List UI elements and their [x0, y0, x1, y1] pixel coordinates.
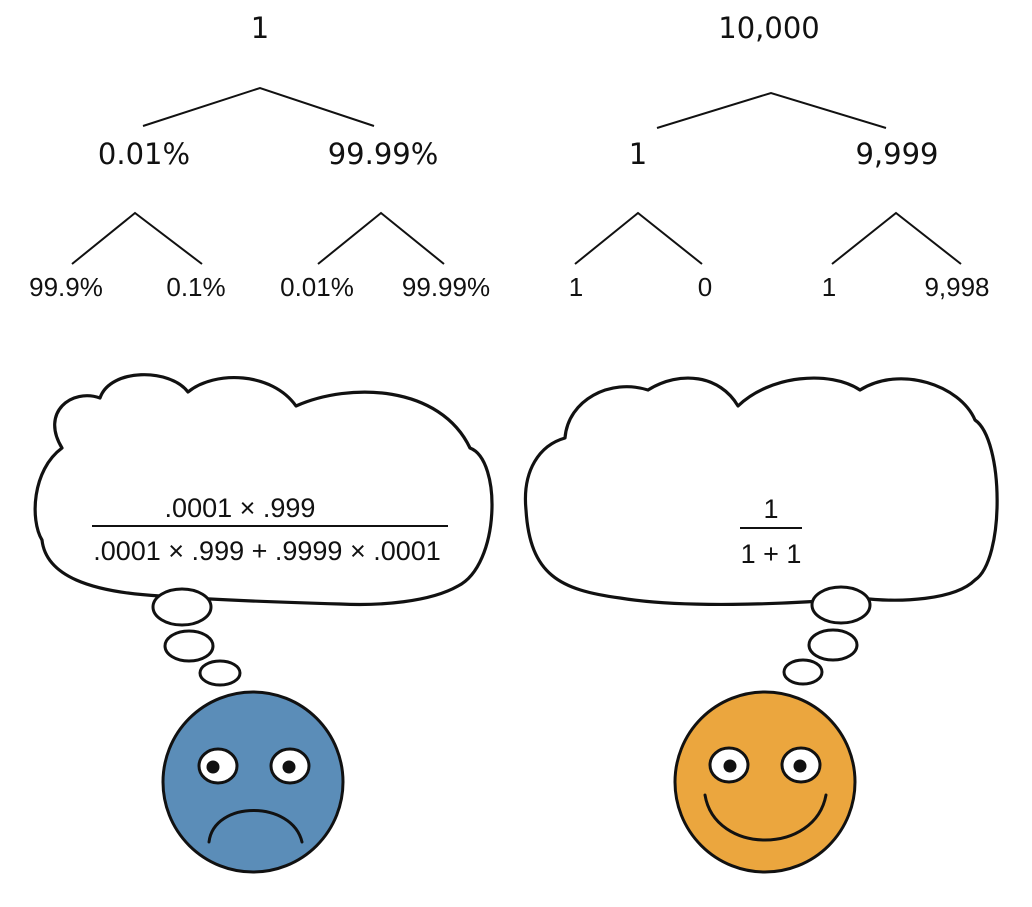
happy-face-left-pupil [723, 759, 737, 773]
right-tree-healthy-branches [831, 211, 962, 265]
right-fraction-numerator: 1 [763, 494, 778, 524]
left-tree-node-diseased: 0.01% [98, 137, 190, 171]
right-thought-cloud: 1 1 + 1 [523, 376, 999, 686]
right-tree-leaf-false-positive: 1 [822, 272, 836, 302]
left-tree-leaf-false-positive: 0.01% [280, 272, 354, 302]
sad-face-left-pupil [206, 760, 220, 774]
sad-face-right-pupil [282, 760, 296, 774]
right-tree-root: 10,000 [718, 11, 819, 45]
left-thought-bubble-small [198, 659, 242, 687]
right-fraction-denominator: 1 + 1 [741, 539, 802, 569]
happy-face-icon [673, 690, 857, 874]
right-tree-node-healthy: 9,999 [855, 137, 938, 171]
happy-face-smile [703, 793, 828, 842]
left-tree-leaf-false-negative: 0.1% [166, 272, 225, 302]
right-tree-leaf-true-negative: 9,998 [924, 272, 989, 302]
left-probability-tree: 1 0.01% 99.99% 99.9% 0.1% 0.01% 99.99% [29, 11, 490, 302]
sad-face-icon [161, 690, 345, 874]
left-thought-bubble-large [151, 587, 213, 627]
left-fraction-denominator: .0001 × .999 + .9999 × .0001 [93, 536, 441, 566]
left-tree-root-branches [142, 86, 375, 127]
left-tree-diseased-branches [71, 211, 203, 265]
right-frequency-tree: 10,000 1 9,999 1 0 1 9,998 [569, 11, 990, 302]
left-tree-leaf-true-positive: 99.9% [29, 272, 103, 302]
left-thought-bubble-medium [163, 629, 215, 663]
left-tree-node-healthy: 99.99% [328, 137, 439, 171]
sad-face-frown [207, 809, 304, 844]
happy-face-head [673, 690, 857, 874]
right-thought-bubble-large [810, 585, 872, 625]
right-tree-leaf-true-positive: 1 [569, 272, 583, 302]
right-tree-leaf-false-negative: 0 [698, 272, 712, 302]
right-thought-bubble-small [782, 658, 824, 686]
left-tree-healthy-branches [317, 211, 445, 265]
happy-face-right-pupil [793, 759, 807, 773]
left-tree-root: 1 [251, 11, 269, 45]
left-cloud-shape [33, 373, 494, 607]
right-tree-diseased-branches [574, 211, 703, 265]
right-cloud-shape [523, 376, 999, 607]
right-tree-root-branches [656, 91, 887, 129]
left-thought-cloud: .0001 × .999 .0001 × .999 + .9999 × .000… [33, 373, 494, 687]
left-tree-leaf-true-negative: 99.99% [402, 272, 490, 302]
right-tree-node-diseased: 1 [629, 137, 647, 171]
sad-face-head [161, 690, 345, 874]
right-thought-bubble-medium [807, 628, 859, 662]
left-fraction-numerator: .0001 × .999 [165, 493, 316, 523]
